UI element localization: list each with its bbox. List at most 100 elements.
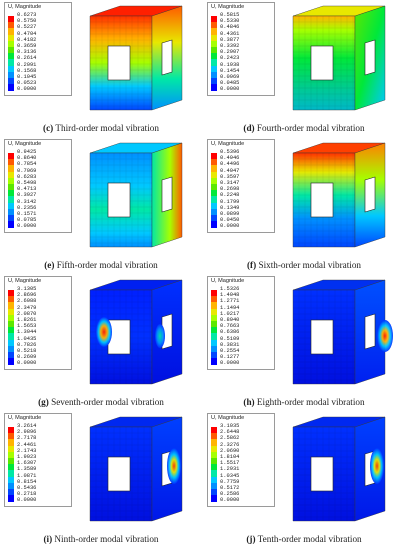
- legend-swatch: [211, 71, 217, 79]
- legend-swatch: [211, 451, 217, 459]
- legend-tick-label: 0.2609: [17, 354, 37, 361]
- legend-swatch: [8, 177, 14, 185]
- legend-swatch: [8, 215, 14, 222]
- legend-tick-label: 0.6283: [17, 173, 37, 180]
- legend-tick-label: 0.7663: [220, 323, 240, 330]
- legend-tick-label: 0.2614: [17, 55, 37, 62]
- legend-tick-label: 0.1045: [17, 74, 37, 80]
- panel-i: U, Magnitude 3.2614 2.9896 2.7178 2.4461 2.17…: [0, 411, 202, 548]
- panel-label: (d): [243, 123, 255, 133]
- legend-tick-label: 0.2091: [17, 61, 37, 68]
- panel-label: (e): [44, 260, 55, 270]
- window-opening-front: [310, 45, 334, 81]
- panel-caption: (f) Sixth-order modal vibration: [203, 260, 405, 270]
- legend-swatch: [8, 476, 14, 483]
- legend-tick-label: 0.0000: [220, 223, 240, 230]
- legend-swatch: [211, 302, 217, 309]
- legend-swatch: [8, 202, 14, 209]
- window-opening-side: [161, 39, 173, 76]
- legend-tick-label: 0.4047: [220, 167, 240, 174]
- panel-caption: (c) Third-order modal vibration: [0, 123, 202, 133]
- fe-model-render: [89, 5, 183, 111]
- legend-swatch: [211, 215, 217, 222]
- legend-swatch: [8, 308, 14, 315]
- legend-tick-label: 1.2931: [220, 466, 240, 473]
- fe-model-render: [292, 416, 386, 522]
- legend-tick-label: 0.0000: [17, 223, 37, 230]
- legend-swatch: [211, 458, 217, 465]
- legend-tick-label: 2.9896: [17, 429, 37, 436]
- legend-tick-label: 0.0785: [17, 217, 37, 224]
- legend-swatch: [211, 34, 217, 41]
- legend-tick-label: 0.0485: [220, 80, 240, 87]
- legend-swatch: [8, 22, 14, 29]
- legend-tick-label: 1.8261: [17, 317, 37, 323]
- panel-e: U, Magnitude 0.9425 0.8640 0.7854 0.7069 0.62…: [0, 137, 202, 274]
- legend-swatch: [211, 339, 217, 346]
- color-legend: U, Magnitude 0.9425 0.8640 0.7854 0.7069 0.62…: [4, 139, 72, 233]
- legend-tick-label: 3.1035: [220, 423, 240, 429]
- legend-tick-label: 2.3479: [17, 304, 37, 311]
- legend-swatch: [8, 321, 14, 328]
- legend-swatch: [8, 439, 14, 446]
- legend-tick-label: 0.2586: [220, 491, 240, 498]
- legend-swatch: [211, 202, 217, 209]
- legend-tick-label: 0.4946: [220, 155, 240, 162]
- legend-tick-label: 2.1743: [17, 447, 37, 454]
- legend-swatch: [211, 321, 217, 328]
- legend-tick-label: 1.5326: [220, 286, 240, 292]
- legend-title: U, Magnitude: [211, 415, 245, 421]
- legend-swatch: [211, 47, 217, 54]
- legend-tick-label: 0.3659: [17, 43, 37, 49]
- panel-label: (h): [243, 397, 255, 407]
- legend-tick-label: 0.2698: [220, 186, 240, 193]
- legend-swatch: [211, 22, 217, 29]
- legend-tick-label: 0.1571: [17, 211, 37, 217]
- window-opening-front: [310, 456, 334, 492]
- legend-swatch: [211, 28, 217, 35]
- legend-swatch: [211, 196, 217, 203]
- window-opening-front: [107, 182, 131, 218]
- legend-tick-label: 1.6307: [17, 460, 37, 467]
- legend-tick-label: 0.1938: [220, 61, 240, 68]
- legend-tick-label: 0.0000: [17, 497, 37, 504]
- panel-caption-text: Third-order modal vibration: [55, 123, 159, 133]
- legend-tick-label: 0.4496: [220, 161, 240, 168]
- legend-tick-label: 1.2771: [220, 298, 240, 305]
- window-opening-side: [364, 176, 376, 213]
- panel-caption: (d) Fourth-order modal vibration: [203, 123, 405, 133]
- panel-label: (g): [38, 397, 49, 407]
- legend-tick-label: 0.0523: [17, 80, 37, 87]
- legend-swatch: [211, 184, 217, 191]
- legend-tick-label: 0.5227: [17, 24, 37, 31]
- legend-tick-label: 0.7826: [17, 341, 37, 348]
- panel-caption: (h) Eighth-order modal vibration: [203, 397, 405, 407]
- legend-swatch: [8, 482, 14, 490]
- panel-j: U, Magnitude 3.1035 2.6448 2.5862 2.3276 2.06…: [203, 411, 405, 548]
- panel-caption-text: Sixth-order modal vibration: [258, 260, 362, 270]
- legend-swatch: [211, 476, 217, 483]
- legend-tick-label: 1.8104: [220, 454, 240, 460]
- legend-swatch: [8, 16, 14, 23]
- legend-tick-label: 0.1349: [220, 204, 240, 211]
- legend-swatch: [8, 345, 14, 353]
- legend-tick-label: 1.3589: [17, 466, 37, 473]
- panel-label: (j): [246, 534, 256, 544]
- legend-tick-label: 0.4713: [17, 186, 37, 193]
- legend-swatch: [8, 314, 14, 322]
- legend-tick-label: 2.7178: [17, 435, 37, 442]
- legend-swatch: [8, 171, 14, 178]
- legend-tick-label: 0.8940: [220, 317, 240, 323]
- legend-tick-label: 0.4361: [220, 30, 240, 37]
- legend-tick-label: 0.5330: [220, 18, 240, 25]
- legend-tick-label: 0.6273: [17, 12, 37, 18]
- legend-swatch: [8, 28, 14, 35]
- deformation-bulge: [155, 324, 165, 348]
- legend-tick-label: 0.2718: [17, 491, 37, 498]
- legend-tick-label: 0.0000: [220, 360, 240, 367]
- legend-tick-label: 1.0871: [17, 472, 37, 479]
- panel-label: (c): [43, 123, 54, 133]
- legend-swatch: [211, 327, 217, 334]
- deformation-bulge: [377, 320, 393, 352]
- legend-swatch: [211, 165, 217, 172]
